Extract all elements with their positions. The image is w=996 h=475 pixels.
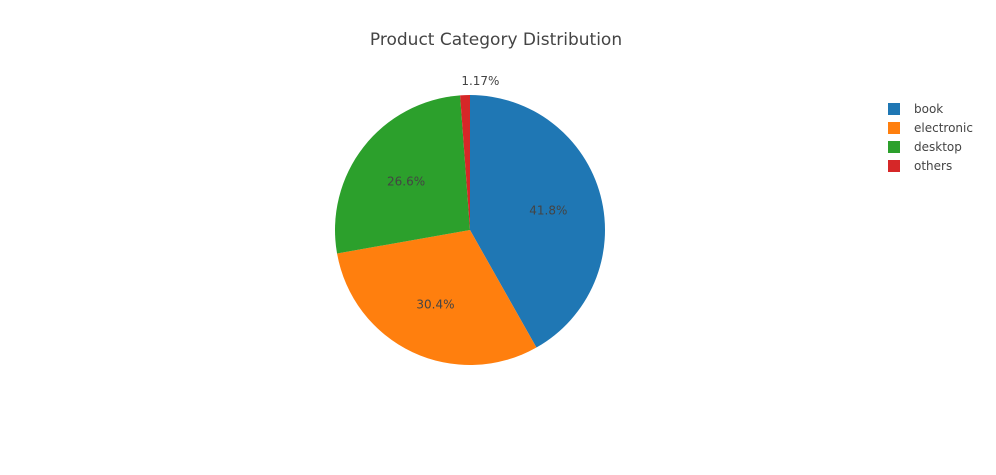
legend-swatch-electronic[interactable] [888,122,900,134]
chart-title: Product Category Distribution [370,30,622,50]
pie-slice-electronic[interactable] [337,230,537,366]
legend-swatch-others[interactable] [888,160,900,172]
legend-swatch-book[interactable] [888,103,900,115]
pie-label-electronic: 30.4% [416,297,454,311]
pie-slice-desktop[interactable] [334,95,470,254]
pie-label-desktop: 26.6% [387,174,425,188]
legend-label-book[interactable]: book [914,102,943,116]
pie-slice-book[interactable] [470,95,606,348]
pie-label-others: 1.17% [461,74,499,88]
pie-label-book: 41.8% [529,203,567,217]
pie-slice-others[interactable] [460,95,470,230]
legend: book electronic desktop others [888,102,973,173]
legend-label-desktop[interactable]: desktop [914,140,962,154]
legend-swatch-desktop[interactable] [888,141,900,153]
legend-label-others[interactable]: others [914,159,952,173]
legend-label-electronic[interactable]: electronic [914,121,973,135]
pie-labels: 41.8% 30.4% 26.6% 1.17% [387,74,567,311]
pie-slices [334,95,606,366]
